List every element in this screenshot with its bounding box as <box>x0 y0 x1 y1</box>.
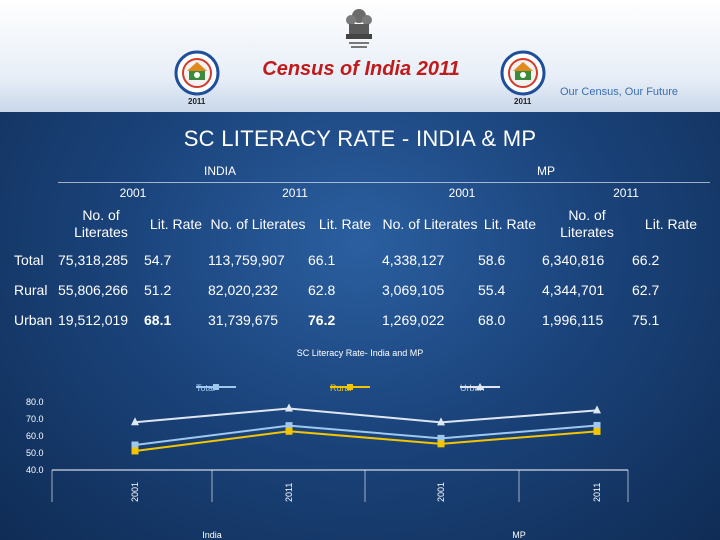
cell-lit-rate: 75.1 <box>632 312 660 328</box>
y-tick-label: 60.0 <box>26 431 44 441</box>
x-tick-label: 2001 <box>436 482 446 502</box>
table-row: Total 75,318,285 54.7 113,759,907 66.1 4… <box>10 245 710 275</box>
y-tick-label: 80.0 <box>26 397 44 407</box>
cell-literates: 113,759,907 <box>208 252 285 268</box>
cell-literates: 1,996,115 <box>542 312 604 328</box>
year-header: 2011 <box>613 186 639 200</box>
chart-plot: 80.0 70.0 60.0 50.0 40.0 2001 2011 2001 2011 Indi… <box>26 397 629 540</box>
cell-lit-rate: 66.1 <box>308 252 336 268</box>
group-header-india: INDIA <box>58 160 382 183</box>
series-line <box>134 430 598 452</box>
cell-lit-rate: 76.2 <box>308 312 336 328</box>
national-emblem-icon <box>346 9 372 48</box>
y-tick-label: 70.0 <box>26 414 44 424</box>
x-group-label: MP <box>512 530 526 540</box>
data-point <box>593 427 601 435</box>
cell-literates: 55,806,266 <box>58 282 129 298</box>
data-point <box>285 427 293 435</box>
column-header-lit-rate: Lit. Rate <box>318 215 372 232</box>
column-header-lit-rate: Lit. Rate <box>149 215 203 232</box>
data-point <box>437 434 445 442</box>
row-label: Total <box>14 252 44 268</box>
census-logo-icon <box>500 50 546 96</box>
cell-literates: 4,338,127 <box>382 252 445 268</box>
legend-item-total: Total <box>196 383 236 393</box>
cell-lit-rate: 54.7 <box>144 252 172 268</box>
column-header-lit-rate: Lit. Rate <box>483 215 537 232</box>
table-row: Rural 55,806,266 51.2 82,020,232 62.8 3,… <box>10 275 710 305</box>
cell-lit-rate: 55.4 <box>478 282 506 298</box>
data-point <box>593 405 601 414</box>
census-title: Census of India 2011 <box>262 58 460 80</box>
data-point <box>437 417 445 426</box>
cell-literates: 6,340,816 <box>542 252 605 268</box>
chart-title: SC Literacy Rate- India and MP <box>296 348 424 358</box>
cell-literates: 82,020,232 <box>208 282 279 298</box>
cell-lit-rate: 66.2 <box>632 252 660 268</box>
column-header-literates: No. of Literates <box>382 215 478 232</box>
census-logo-icon <box>174 50 220 96</box>
column-header-literates: No. of Literates <box>210 215 306 232</box>
cell-literates: 3,069,105 <box>382 282 445 298</box>
cell-lit-rate: 58.6 <box>478 252 506 268</box>
table-row: Urban 19,512,019 68.1 31,739,675 76.2 1,… <box>10 305 710 335</box>
data-point <box>131 447 139 455</box>
cell-lit-rate: 68.1 <box>144 312 172 328</box>
legend-item-urban: Urban <box>460 383 500 393</box>
data-point <box>593 421 601 429</box>
logo-year: 2011 <box>188 97 206 106</box>
literacy-table: INDIA MP 2001 2011 2001 2011 No. of Lite… <box>10 160 710 335</box>
column-header-lit-rate: Lit. Rate <box>644 215 698 232</box>
series-line <box>134 407 598 424</box>
group-header-mp: MP <box>382 160 710 183</box>
cell-literates: 75,318,285 <box>58 252 129 268</box>
data-point <box>131 441 139 449</box>
legend-item-rural: Rural <box>330 383 370 393</box>
x-tick-label: 2011 <box>592 483 602 502</box>
column-header-literates: No. of Literates <box>560 207 614 240</box>
cell-lit-rate: 68.0 <box>478 312 506 328</box>
x-tick-label: 2001 <box>130 482 140 502</box>
slide-title: SC LITERACY RATE - INDIA & MP <box>183 126 537 151</box>
cell-lit-rate: 62.8 <box>308 282 336 298</box>
year-header: 2001 <box>448 186 476 200</box>
year-header: 2001 <box>119 186 147 200</box>
literacy-chart: SC Literacy Rate- India and MP Total Rur… <box>0 345 720 540</box>
cell-literates: 19,512,019 <box>58 312 129 328</box>
cell-literates: 1,269,022 <box>382 312 445 328</box>
cell-lit-rate: 51.2 <box>144 282 172 298</box>
y-tick-label: 50.0 <box>26 448 44 458</box>
tagline: Our Census, Our Future <box>560 86 678 98</box>
series-line <box>134 424 598 447</box>
logo-year: 2011 <box>514 97 532 106</box>
row-label: Rural <box>14 282 48 298</box>
x-group-label: India <box>202 530 222 540</box>
year-header: 2011 <box>282 186 308 200</box>
cell-literates: 4,344,701 <box>542 282 605 298</box>
data-point <box>437 440 445 448</box>
cell-lit-rate: 62.7 <box>632 282 660 298</box>
row-label: Urban <box>14 312 53 328</box>
y-tick-label: 40.0 <box>26 465 44 475</box>
data-point <box>285 403 293 412</box>
x-tick-label: 2011 <box>284 483 294 502</box>
column-header-literates: No. of Literates <box>74 207 128 240</box>
header-band: 2011 Census of India 2011 2011 Our Censu… <box>0 0 720 112</box>
data-point <box>285 422 293 430</box>
cell-literates: 31,739,675 <box>208 312 279 328</box>
data-point <box>131 417 139 426</box>
